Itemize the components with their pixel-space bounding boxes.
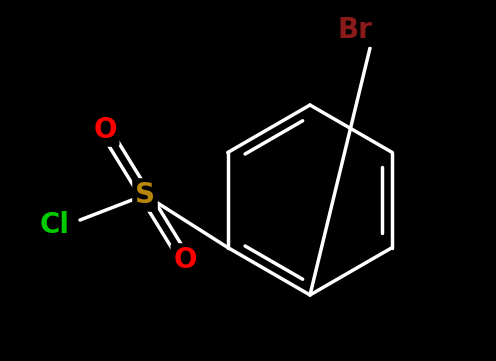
Text: O: O [173,246,197,274]
Text: O: O [93,116,117,144]
Text: S: S [135,181,155,209]
Text: Cl: Cl [40,211,70,239]
Text: Br: Br [338,16,372,44]
